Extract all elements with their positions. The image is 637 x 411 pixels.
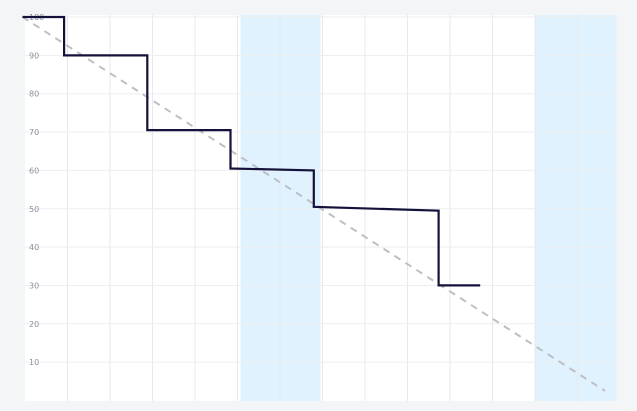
actual-step-line xyxy=(22,15,481,287)
y-tick-label: 10 xyxy=(29,358,39,367)
ideal-trend-line xyxy=(21,16,606,392)
y-tick-label: 40 xyxy=(29,243,39,252)
y-tick-label: 70 xyxy=(29,128,39,137)
y-tick-label: 80 xyxy=(29,90,39,99)
series-layer xyxy=(21,15,606,392)
y-tick-label: 50 xyxy=(29,205,39,214)
highlight-band-2 xyxy=(535,15,617,401)
y-tick-label: 30 xyxy=(29,281,39,290)
y-tick-label: 20 xyxy=(29,320,39,329)
grid-lines xyxy=(25,15,616,401)
y-tick-label: 90 xyxy=(29,51,39,60)
y-tick-label: 60 xyxy=(29,166,39,175)
